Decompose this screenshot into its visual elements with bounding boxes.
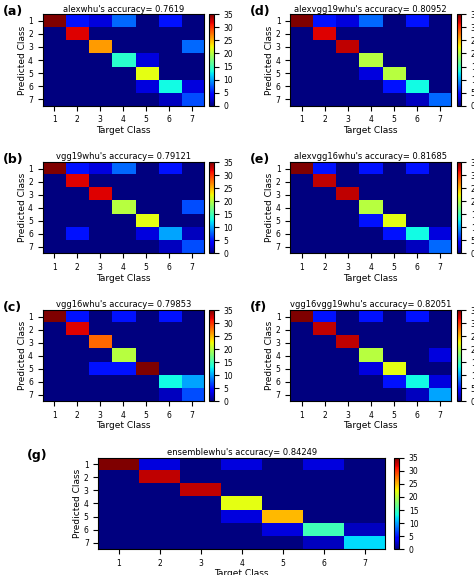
Y-axis label: Predicted Class: Predicted Class	[18, 173, 27, 243]
X-axis label: Target Class: Target Class	[344, 274, 398, 282]
Title: alexwhu's accuracy= 0.7619: alexwhu's accuracy= 0.7619	[63, 5, 184, 14]
X-axis label: Target Class: Target Class	[96, 126, 150, 135]
X-axis label: Target Class: Target Class	[344, 126, 398, 135]
X-axis label: Target Class: Target Class	[96, 421, 150, 431]
Y-axis label: Predicted Class: Predicted Class	[18, 25, 27, 95]
Title: ensemblewhu's accuracy= 0.84249: ensemblewhu's accuracy= 0.84249	[167, 448, 317, 457]
Text: (a): (a)	[2, 5, 23, 18]
Title: alexvgg19whu's accuracy= 0.80952: alexvgg19whu's accuracy= 0.80952	[294, 5, 447, 14]
Y-axis label: Predicted Class: Predicted Class	[73, 469, 82, 538]
Title: vgg16whu's accuracy= 0.79853: vgg16whu's accuracy= 0.79853	[55, 300, 191, 309]
Title: vgg16vgg19whu's accuracy= 0.82051: vgg16vgg19whu's accuracy= 0.82051	[290, 300, 451, 309]
X-axis label: Target Class: Target Class	[344, 421, 398, 431]
Title: vgg19whu's accuracy= 0.79121: vgg19whu's accuracy= 0.79121	[56, 152, 191, 162]
Text: (d): (d)	[250, 5, 271, 18]
Y-axis label: Predicted Class: Predicted Class	[18, 321, 27, 390]
X-axis label: Target Class: Target Class	[96, 274, 150, 282]
Text: (f): (f)	[250, 301, 267, 314]
Text: (b): (b)	[2, 153, 23, 166]
X-axis label: Target Class: Target Class	[215, 569, 269, 575]
Y-axis label: Predicted Class: Predicted Class	[265, 173, 274, 243]
Y-axis label: Predicted Class: Predicted Class	[265, 25, 274, 95]
Title: alexvgg16whu's accuracy= 0.81685: alexvgg16whu's accuracy= 0.81685	[294, 152, 447, 162]
Text: (g): (g)	[27, 448, 47, 462]
Y-axis label: Predicted Class: Predicted Class	[265, 321, 274, 390]
Text: (c): (c)	[2, 301, 21, 314]
Text: (e): (e)	[250, 153, 270, 166]
